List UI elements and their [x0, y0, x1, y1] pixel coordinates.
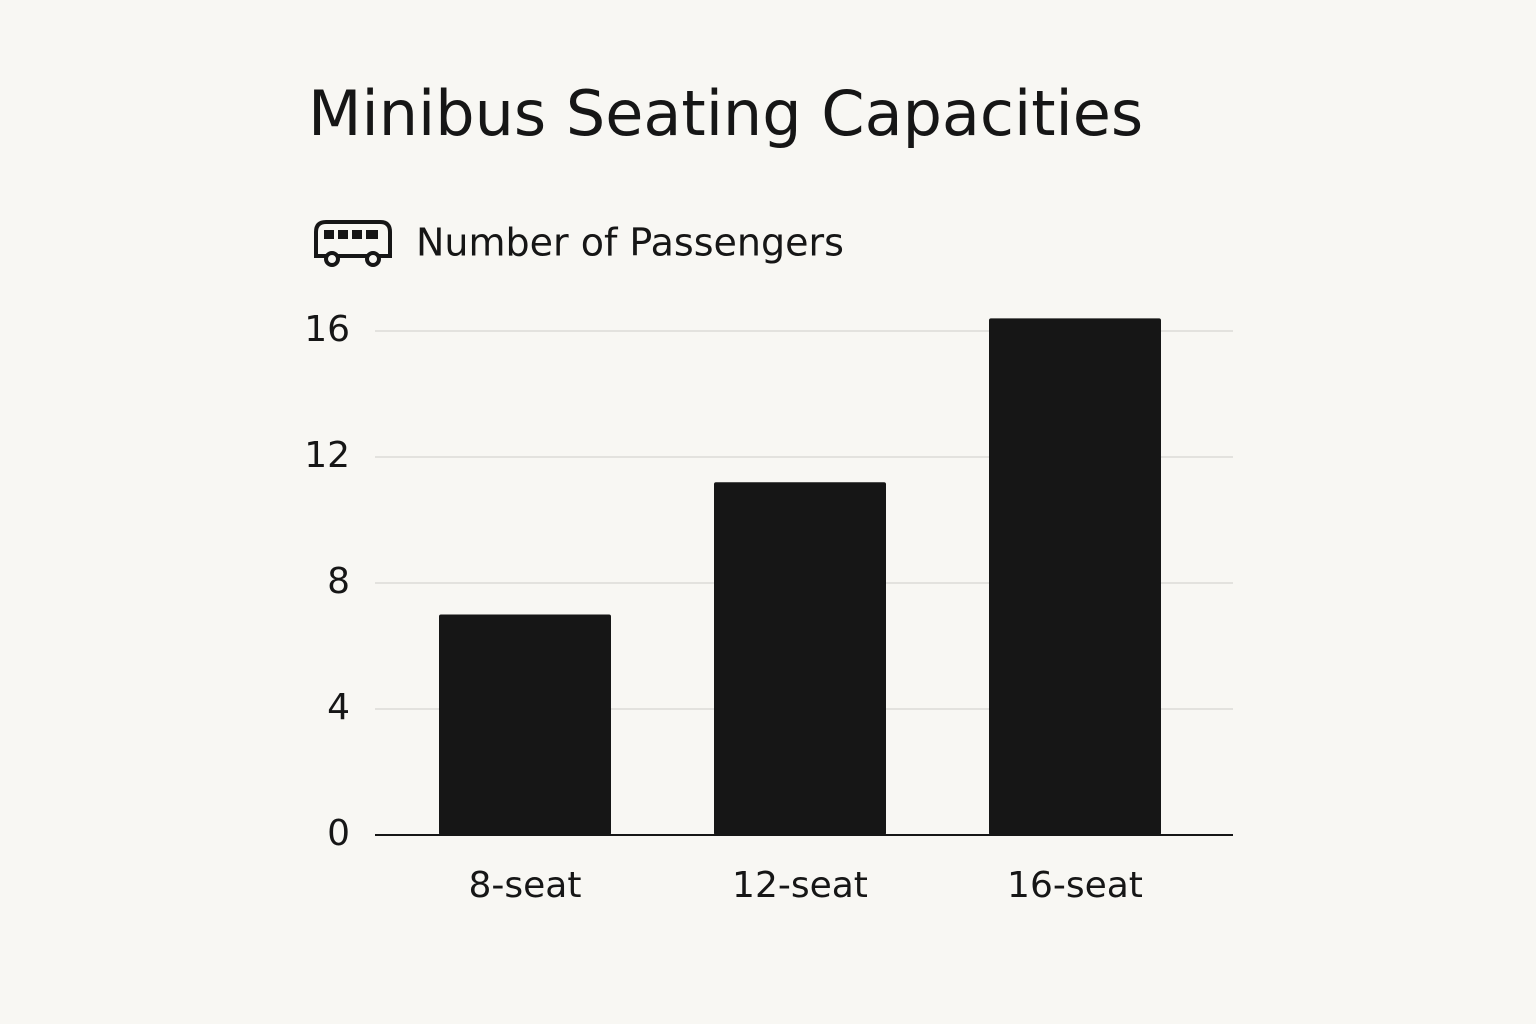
y-tick-label: 4 [327, 687, 350, 728]
y-tick-label: 8 [327, 561, 350, 602]
bar [989, 318, 1161, 835]
y-tick-label: 0 [327, 813, 350, 854]
chart-title: Minibus Seating Capacities [308, 77, 1143, 150]
x-tick-label: 8-seat [469, 865, 582, 906]
bar [714, 482, 886, 835]
bus-icon [314, 220, 392, 267]
y-tick-label: 12 [304, 435, 350, 476]
y-axis-label: Number of Passengers [416, 221, 844, 265]
bar [439, 614, 611, 835]
x-tick-label: 12-seat [732, 865, 868, 906]
x-tick-label: 16-seat [1007, 865, 1143, 906]
y-tick-label: 16 [304, 309, 350, 350]
